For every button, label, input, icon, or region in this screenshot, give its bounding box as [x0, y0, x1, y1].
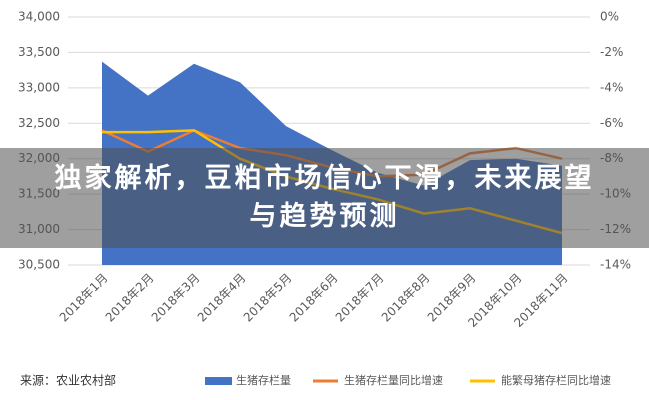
y-tick-label: 33,500 [18, 45, 60, 59]
y2-tick-label: -4% [600, 80, 623, 94]
x-tick-label: 2018年5月 [241, 271, 295, 325]
y-tick-label: 34,000 [18, 10, 60, 24]
legend-label: 生猪存栏量 [236, 373, 291, 387]
x-tick-label: 2018年7月 [333, 271, 387, 325]
y2-tick-label: -2% [600, 45, 623, 59]
y-tick-label: 30,500 [18, 258, 60, 272]
x-tick-label: 2018年4月 [195, 271, 249, 325]
overlay-title: 与趋势预测 [249, 201, 400, 232]
x-tick-label: 2018年1月 [57, 271, 111, 325]
x-tick-label: 2018年6月 [287, 271, 341, 325]
source: 来源：农业农村部 [20, 373, 116, 388]
y2-tick-label: -6% [600, 116, 623, 130]
overlay-banner: 独家解析，豆粕市场信心下滑，未来展望 与趋势预测 [0, 148, 649, 248]
y2-tick-label: -14% [600, 258, 631, 272]
y-tick-label: 32,500 [18, 116, 60, 130]
x-tick-label: 2018年2月 [103, 271, 157, 325]
legend-label: 生猪存栏量同比增速 [344, 373, 443, 387]
y-tick-label: 33,000 [18, 80, 60, 94]
overlay-title: 独家解析，豆粕市场信心下滑，未来展望 [54, 163, 595, 194]
legend-label: 能繁母猪存栏同比增速 [501, 373, 611, 387]
y2-tick-label: 0% [600, 10, 619, 24]
x-tick-label: 2018年8月 [379, 271, 433, 325]
legend-swatch [205, 377, 232, 385]
x-tick-label: 2018年3月 [149, 271, 203, 325]
